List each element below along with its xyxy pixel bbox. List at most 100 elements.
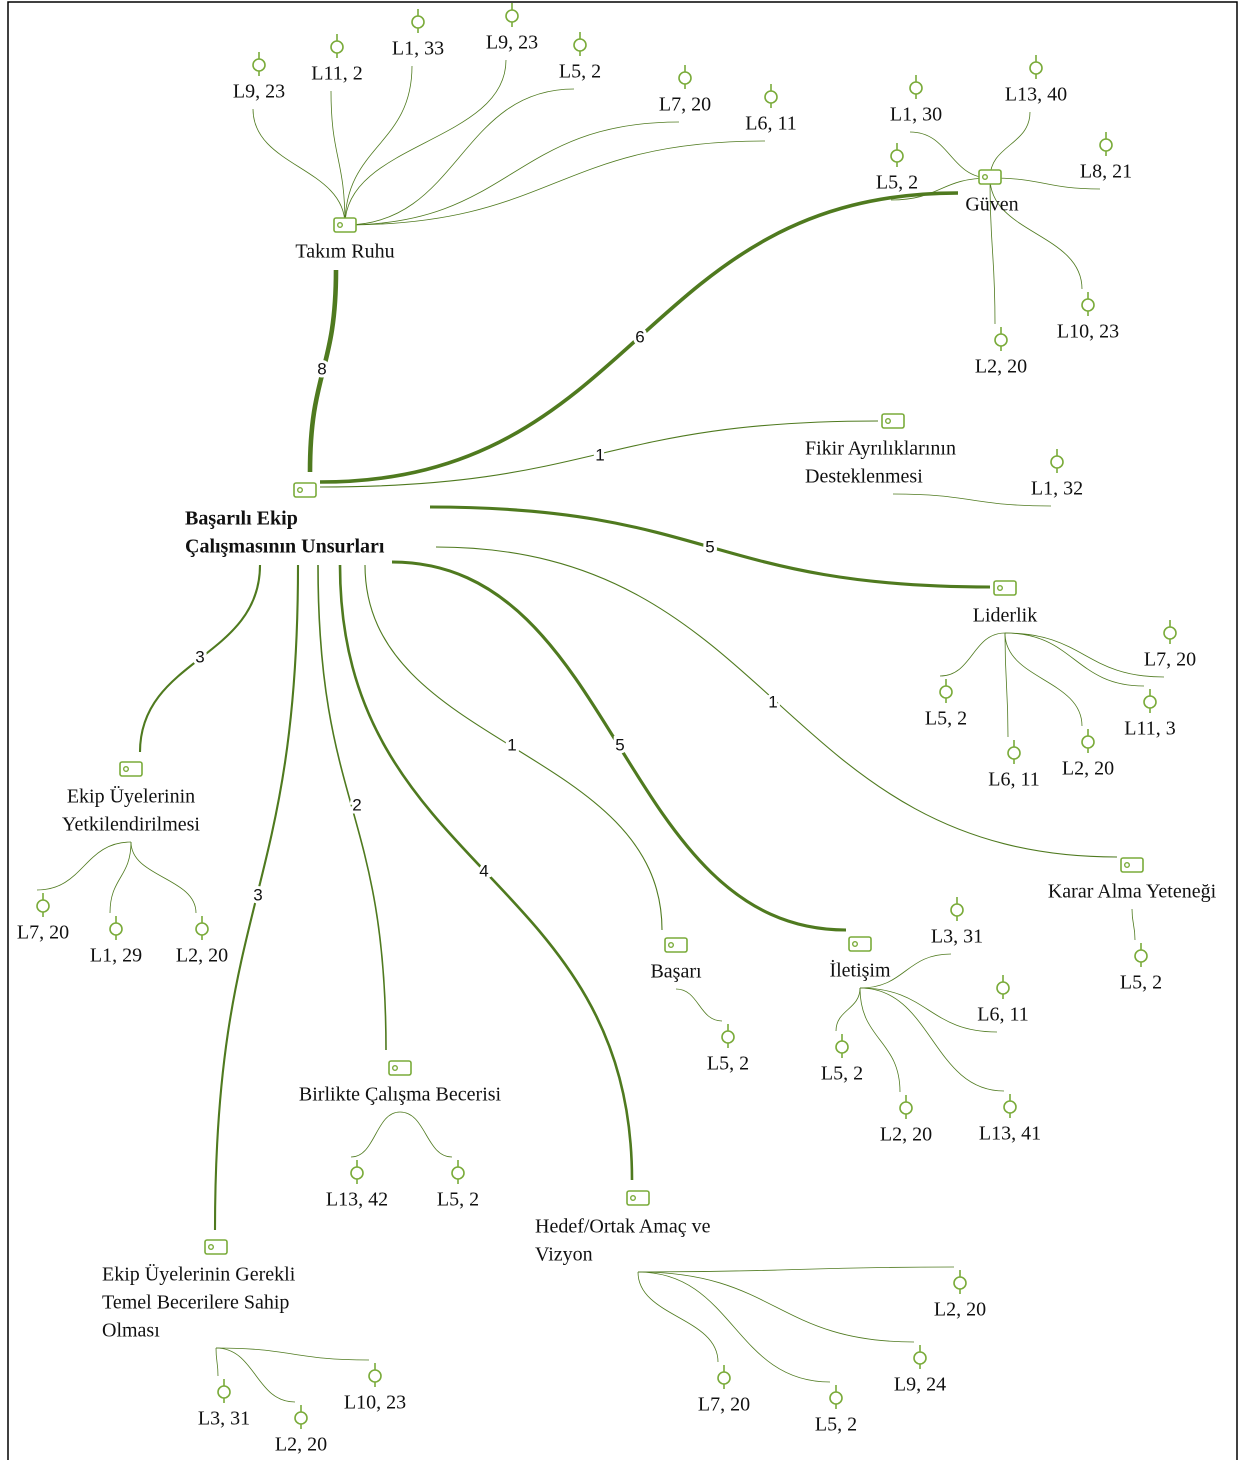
node-label: Fikir Ayrılıklarının <box>805 438 956 460</box>
edge-weight: 6 <box>635 327 644 346</box>
code-icon <box>978 169 1002 185</box>
code-icon-dot <box>122 766 129 773</box>
segment-edge <box>344 88 575 226</box>
code-icon-dot <box>337 221 344 228</box>
segment-edge <box>215 1347 370 1361</box>
segment-label: L5, 2 <box>821 1063 863 1085</box>
segment-icon <box>1050 455 1064 469</box>
code-icon <box>204 1239 228 1255</box>
segment-icon <box>939 685 953 699</box>
segment-label: L11, 3 <box>1124 718 1175 740</box>
segment-edge <box>637 1271 915 1343</box>
segment-edge <box>1004 632 1009 738</box>
edge-weight: 1 <box>507 735 516 754</box>
segment-icon <box>451 1166 465 1180</box>
code-icon <box>1120 857 1144 873</box>
segment-label: L1, 32 <box>1031 478 1083 500</box>
node-label: Karar Alma Yeteneği <box>1048 881 1217 903</box>
code-icon <box>333 217 357 233</box>
code-icon <box>993 580 1017 596</box>
relation-edge <box>429 505 991 589</box>
node-label: İletişim <box>829 959 891 982</box>
node-label: Olması <box>102 1320 160 1342</box>
segment-edge <box>859 953 952 989</box>
code-icon-dot <box>630 1194 637 1201</box>
node-label: Liderlik <box>973 605 1037 627</box>
segment-icon <box>913 1351 927 1365</box>
segment-label: L6, 11 <box>988 769 1039 791</box>
segment-label: L2, 20 <box>275 1434 327 1456</box>
segment-edge <box>859 987 901 1093</box>
relation-edge <box>307 269 339 473</box>
segment-edge <box>36 841 132 891</box>
segment-label: L2, 20 <box>975 356 1027 378</box>
code-icon <box>119 761 143 777</box>
segment-label: L3, 31 <box>931 926 983 948</box>
segment-edge <box>344 65 413 226</box>
segment-icon <box>505 9 519 23</box>
segment-label: L9, 24 <box>894 1374 946 1396</box>
segment-edge <box>344 59 507 226</box>
segment-edge <box>637 1271 831 1383</box>
relation-edge <box>338 564 634 1181</box>
segment-icon <box>109 922 123 936</box>
segment-icon <box>411 15 425 29</box>
segment-icon <box>195 922 209 936</box>
segment-icon <box>721 1030 735 1044</box>
segment-icon <box>1143 695 1157 709</box>
segment-icon <box>36 899 50 913</box>
edge-weight: 1 <box>768 692 777 711</box>
segment-edge <box>399 1111 453 1158</box>
segment-edge <box>939 632 1006 677</box>
segment-edge <box>909 131 991 179</box>
segment-label: L5, 2 <box>707 1053 749 1075</box>
segment-label: L2, 20 <box>1062 758 1114 780</box>
segment-edge <box>1004 632 1083 727</box>
segment-icon <box>994 333 1008 347</box>
segment-icon <box>368 1369 382 1383</box>
code-icon <box>626 1190 650 1206</box>
segment-label: L7, 20 <box>1144 649 1196 671</box>
code-icon-dot <box>392 1064 399 1071</box>
segment-edge <box>835 987 861 1032</box>
segment-label: L2, 20 <box>176 945 228 967</box>
segment-edge <box>130 841 197 914</box>
segment-label: L13, 41 <box>979 1123 1041 1145</box>
segment-label: L8, 21 <box>1080 161 1132 183</box>
edge-weight: 1 <box>595 445 604 464</box>
segment-edge <box>890 177 991 201</box>
segment-label: L9, 23 <box>486 32 538 54</box>
relation-edge <box>391 560 847 932</box>
code-icon <box>881 413 905 429</box>
segment-icon <box>1134 949 1148 963</box>
segment-label: L10, 23 <box>344 1392 406 1414</box>
segment-edge <box>1004 632 1165 678</box>
segment-edge <box>252 108 346 226</box>
edge-weight: 4 <box>479 861 488 880</box>
segment-edge <box>859 987 998 1033</box>
segment-label: L13, 42 <box>326 1189 388 1211</box>
frame <box>7 1 1238 1460</box>
segment-edge <box>1131 908 1136 941</box>
code-icon <box>293 482 317 498</box>
code-icon-dot <box>1123 862 1130 869</box>
segment-icon <box>573 38 587 52</box>
segment-icon <box>953 1276 967 1290</box>
segment-label: L1, 29 <box>90 945 142 967</box>
segment-edge <box>892 493 1052 507</box>
node-label: Ekip Üyelerinin Gerekli <box>102 1263 296 1286</box>
segment-label: L1, 33 <box>392 38 444 60</box>
segment-label: L5, 2 <box>559 61 601 83</box>
segment-edge <box>637 1271 719 1363</box>
segment-icon <box>829 1391 843 1405</box>
segment-label: L3, 31 <box>198 1408 250 1430</box>
code-icon-dot <box>982 173 989 180</box>
segment-icon <box>950 903 964 917</box>
segment-edge <box>859 987 1005 1092</box>
segment-edge <box>350 1111 401 1158</box>
segment-edge <box>637 1266 955 1273</box>
node-label: Çalışmasının Unsurları <box>185 536 385 558</box>
relation-edge <box>138 564 262 753</box>
segment-icon <box>678 71 692 85</box>
segment-label: L5, 2 <box>925 708 967 730</box>
